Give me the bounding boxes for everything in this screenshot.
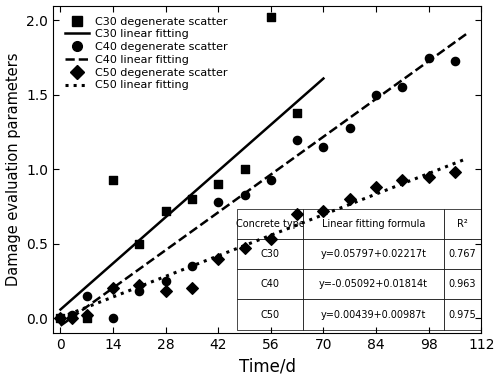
C40 linear fitting <box>463 32 469 37</box>
C40 degenerate scatter <box>267 177 275 183</box>
Line: C30 linear fitting: C30 linear fitting <box>60 78 324 309</box>
C40 degenerate scatter <box>346 125 354 131</box>
C50 degenerate scatter <box>109 285 117 291</box>
C50 linear fitting <box>443 165 449 169</box>
C50 degenerate scatter <box>162 288 170 295</box>
C30 degenerate scatter <box>240 166 248 172</box>
C30 degenerate scatter <box>109 177 117 183</box>
C40 degenerate scatter <box>214 199 222 205</box>
C50 linear fitting <box>58 315 64 320</box>
C50 degenerate scatter <box>83 312 91 318</box>
C50 degenerate scatter <box>451 169 459 175</box>
C40 degenerate scatter <box>398 84 406 90</box>
C50 degenerate scatter <box>267 236 275 242</box>
C50 degenerate scatter <box>68 315 76 321</box>
X-axis label: Time/d: Time/d <box>238 357 296 375</box>
C40 degenerate scatter <box>293 136 301 142</box>
C40 degenerate scatter <box>424 54 432 61</box>
C30 linear fitting <box>106 264 112 269</box>
C50 degenerate scatter <box>214 256 222 262</box>
C30 linear fitting <box>307 88 313 93</box>
C40 linear fitting <box>74 312 80 316</box>
C50 degenerate scatter <box>56 315 64 321</box>
C30 linear fitting <box>320 76 326 81</box>
C40 degenerate scatter <box>68 312 76 318</box>
C40 degenerate scatter <box>188 263 196 269</box>
C50 degenerate scatter <box>372 184 380 190</box>
C30 degenerate scatter <box>214 181 222 187</box>
C30 degenerate scatter <box>162 208 170 214</box>
C50 linear fitting <box>82 306 88 310</box>
C30 linear fitting <box>58 307 64 312</box>
C40 degenerate scatter <box>240 192 248 198</box>
C50 degenerate scatter <box>424 174 432 180</box>
C50 degenerate scatter <box>240 245 248 251</box>
C30 degenerate scatter <box>293 110 301 116</box>
C50 linear fitting <box>166 273 172 277</box>
C40 degenerate scatter <box>136 288 143 295</box>
Line: C40 linear fitting: C40 linear fitting <box>60 34 466 326</box>
C50 degenerate scatter <box>320 208 328 214</box>
C40 degenerate scatter <box>320 144 328 150</box>
C30 linear fitting <box>68 298 74 303</box>
C50 linear fitting <box>74 309 80 314</box>
C50 degenerate scatter <box>188 285 196 291</box>
Legend: C30 degenerate scatter, C30 linear fitting, C40 degenerate scatter, C40 linear f: C30 degenerate scatter, C30 linear fitti… <box>63 14 230 93</box>
C40 degenerate scatter <box>451 58 459 64</box>
C40 degenerate scatter <box>83 293 91 299</box>
C40 degenerate scatter <box>162 278 170 284</box>
C30 linear fitting <box>298 96 304 101</box>
Y-axis label: Damage evaluation parameters: Damage evaluation parameters <box>6 53 20 286</box>
C40 linear fitting <box>443 46 449 51</box>
C40 linear fitting <box>58 323 64 328</box>
C30 degenerate scatter <box>267 14 275 21</box>
C50 degenerate scatter <box>398 177 406 183</box>
C30 degenerate scatter <box>56 315 64 321</box>
C50 degenerate scatter <box>346 196 354 202</box>
C50 degenerate scatter <box>293 211 301 217</box>
C40 linear fitting <box>166 246 172 250</box>
C40 degenerate scatter <box>56 315 64 321</box>
Line: C50 linear fitting: C50 linear fitting <box>60 159 466 317</box>
C30 degenerate scatter <box>188 196 196 202</box>
C40 degenerate scatter <box>109 315 117 321</box>
C50 linear fitting <box>428 170 434 174</box>
C50 linear fitting <box>463 157 469 161</box>
C50 linear fitting <box>133 286 139 290</box>
C30 linear fitting <box>74 293 80 298</box>
C40 linear fitting <box>133 269 139 274</box>
C30 degenerate scatter <box>83 315 91 321</box>
C40 linear fitting <box>428 57 434 61</box>
C40 linear fitting <box>82 306 88 311</box>
C50 degenerate scatter <box>136 282 143 288</box>
C30 degenerate scatter <box>136 241 143 247</box>
C40 degenerate scatter <box>372 92 380 98</box>
C30 linear fitting <box>128 246 134 250</box>
